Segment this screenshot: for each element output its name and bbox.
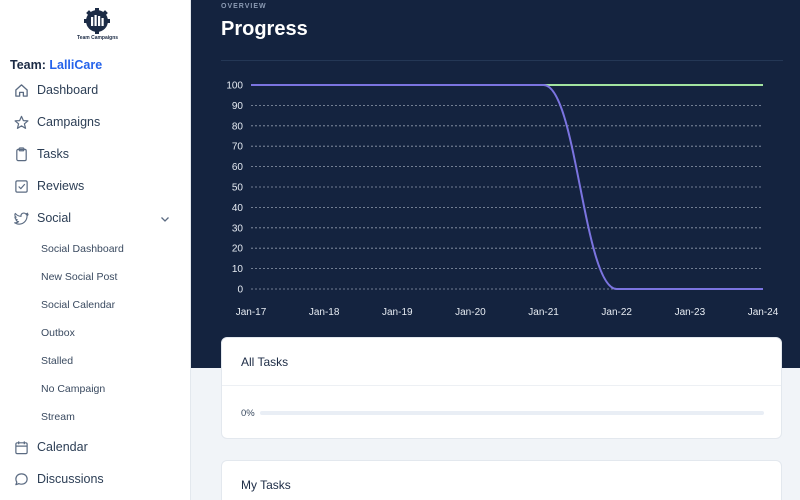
team-name[interactable]: LalliCare bbox=[49, 58, 103, 72]
y-tick-label: 60 bbox=[232, 162, 244, 173]
x-tick-label: Jan-22 bbox=[601, 307, 632, 318]
checkbox-icon bbox=[13, 178, 29, 194]
divider bbox=[222, 385, 781, 386]
x-tick-label: Jan-17 bbox=[236, 307, 267, 318]
sidebar-subitem-no-campaign[interactable]: No Campaign bbox=[41, 383, 106, 395]
y-tick-label: 70 bbox=[232, 142, 244, 153]
x-tick-label: Jan-19 bbox=[382, 307, 413, 318]
series-line-2 bbox=[251, 84, 763, 290]
y-tick-label: 90 bbox=[232, 101, 244, 112]
all-tasks-card: All Tasks 0% bbox=[221, 337, 782, 439]
header-band bbox=[191, 0, 800, 368]
x-tick-label: Jan-18 bbox=[309, 307, 340, 318]
sidebar-subitem-social-dashboard[interactable]: Social Dashboard bbox=[41, 243, 124, 255]
sidebar-item-label: Discussions bbox=[37, 472, 104, 486]
y-tick-label: 20 bbox=[232, 244, 244, 255]
progress-chart: 0 10 20 30 40 50 60 70 80 90 100 Jan-17 Jan-18 Jan-19… bbox=[226, 81, 779, 319]
sidebar-item-calendar[interactable]: Calendar bbox=[0, 433, 190, 461]
sidebar-item-dashboard[interactable]: Dashboard bbox=[0, 76, 190, 104]
twitter-icon bbox=[13, 210, 29, 226]
y-tick-label: 10 bbox=[232, 264, 244, 275]
sidebar: Team Campaigns Team: LalliCare Dashboard… bbox=[0, 0, 191, 500]
y-tick-label: 50 bbox=[232, 183, 244, 194]
home-icon bbox=[13, 82, 29, 98]
sidebar-item-label: Social bbox=[37, 211, 72, 225]
star-icon bbox=[13, 114, 29, 130]
my-tasks-card: My Tasks bbox=[221, 460, 782, 500]
sidebar-item-reviews[interactable]: Reviews bbox=[0, 172, 190, 200]
sidebar-item-label: Dashboard bbox=[37, 83, 99, 97]
sidebar-subitem-social-calendar[interactable]: Social Calendar bbox=[41, 299, 116, 311]
all-tasks-progress-bar bbox=[260, 411, 764, 415]
x-tick-label: Jan-21 bbox=[528, 307, 559, 318]
x-tick-label: Jan-24 bbox=[748, 307, 779, 318]
y-tick-label: 30 bbox=[232, 223, 244, 234]
all-tasks-title: All Tasks bbox=[241, 355, 289, 369]
y-tick-label: 40 bbox=[232, 203, 244, 214]
sidebar-item-label: Tasks bbox=[37, 147, 69, 161]
overview-label: OVERVIEW bbox=[221, 3, 267, 10]
team-label: Team: bbox=[10, 58, 46, 72]
sidebar-item-campaigns[interactable]: Campaigns bbox=[0, 108, 190, 136]
x-tick-label: Jan-23 bbox=[675, 307, 706, 318]
sidebar-item-label: Calendar bbox=[37, 440, 88, 454]
logo-text: Team Campaigns bbox=[77, 35, 119, 41]
chat-icon bbox=[13, 471, 29, 487]
sidebar-subitem-stream[interactable]: Stream bbox=[41, 411, 75, 423]
team-campaigns-logo[interactable]: Team Campaigns bbox=[77, 8, 119, 44]
sidebar-item-discussions[interactable]: Discussions bbox=[0, 465, 190, 493]
clipboard-icon bbox=[13, 146, 29, 162]
sidebar-subitem-stalled[interactable]: Stalled bbox=[41, 355, 74, 367]
sidebar-subitem-new-social-post[interactable]: New Social Post bbox=[41, 271, 118, 283]
page-title: Progress bbox=[221, 18, 308, 40]
sidebar-item-label: Reviews bbox=[37, 179, 85, 193]
y-tick-label: 80 bbox=[232, 121, 244, 132]
y-tick-label: 0 bbox=[237, 285, 243, 296]
gear-logo-icon bbox=[84, 8, 110, 34]
sidebar-item-social[interactable]: Social bbox=[0, 204, 190, 232]
calendar-icon bbox=[13, 439, 29, 455]
sidebar-subitem-outbox[interactable]: Outbox bbox=[41, 327, 75, 339]
y-tick-label: 100 bbox=[226, 81, 243, 92]
my-tasks-title: My Tasks bbox=[241, 478, 291, 492]
sidebar-item-label: Campaigns bbox=[37, 115, 101, 129]
x-tick-label: Jan-20 bbox=[455, 307, 486, 318]
all-tasks-percent: 0% bbox=[241, 408, 255, 419]
team-selector[interactable]: Team: LalliCare bbox=[10, 58, 102, 72]
divider bbox=[221, 60, 783, 61]
chevron-down-icon[interactable] bbox=[159, 212, 171, 224]
sidebar-item-tasks[interactable]: Tasks bbox=[0, 140, 190, 168]
